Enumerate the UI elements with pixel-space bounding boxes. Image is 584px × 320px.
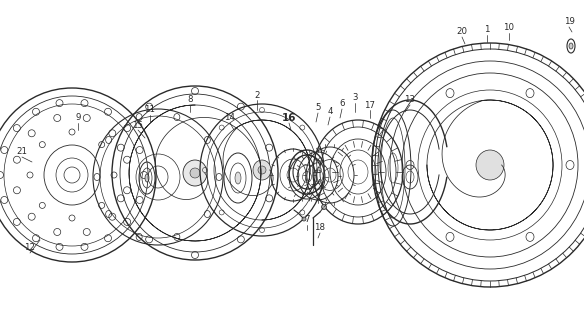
Ellipse shape — [322, 204, 326, 210]
Ellipse shape — [145, 174, 149, 182]
Ellipse shape — [190, 168, 200, 178]
Text: 5: 5 — [315, 103, 321, 113]
Text: 21: 21 — [16, 148, 27, 156]
Text: 20: 20 — [457, 28, 468, 36]
Text: 11: 11 — [144, 106, 155, 115]
Text: 18: 18 — [315, 223, 325, 233]
Ellipse shape — [476, 150, 504, 180]
Text: 10: 10 — [503, 23, 515, 33]
Text: 3: 3 — [352, 93, 358, 102]
Text: 6: 6 — [339, 100, 345, 108]
Text: 15: 15 — [133, 121, 144, 130]
Text: 1: 1 — [484, 26, 490, 35]
Text: 8: 8 — [187, 95, 193, 105]
Ellipse shape — [253, 160, 271, 180]
Text: 14: 14 — [224, 114, 235, 123]
Ellipse shape — [183, 160, 207, 186]
Ellipse shape — [235, 172, 241, 184]
Text: 4: 4 — [327, 108, 333, 116]
Ellipse shape — [569, 43, 573, 49]
Text: 16: 16 — [281, 113, 296, 123]
Text: 19: 19 — [564, 18, 575, 27]
Text: 2: 2 — [254, 91, 260, 100]
Text: 7: 7 — [304, 215, 310, 225]
Text: 13: 13 — [405, 95, 415, 105]
Ellipse shape — [302, 217, 306, 221]
Ellipse shape — [258, 166, 266, 174]
Text: 12: 12 — [25, 244, 36, 252]
Text: 9: 9 — [75, 114, 81, 123]
Text: 17: 17 — [364, 100, 376, 109]
